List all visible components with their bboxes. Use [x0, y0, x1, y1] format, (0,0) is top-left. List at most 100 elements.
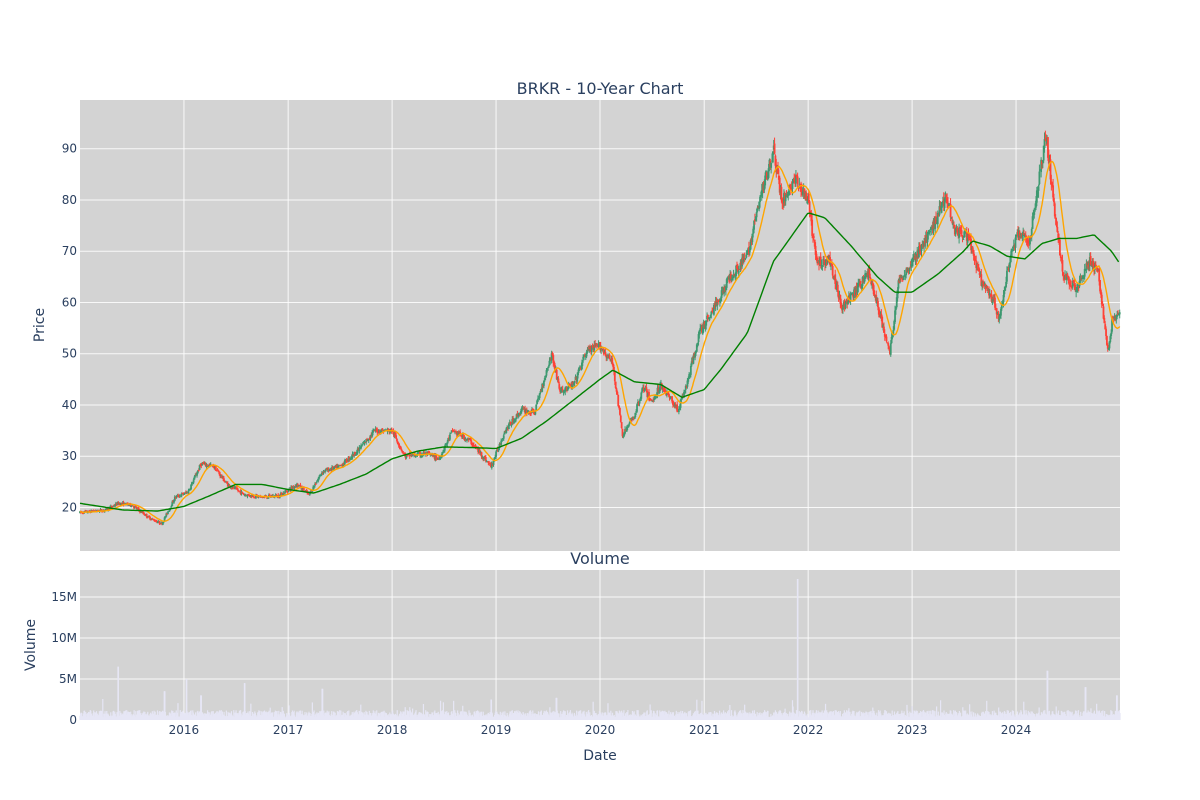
candle-body — [484, 457, 487, 462]
candle-body — [1008, 262, 1011, 268]
candle-body — [868, 268, 871, 276]
volume-bar — [813, 712, 815, 720]
candle-body — [704, 324, 707, 329]
candle-body — [695, 350, 697, 354]
candle-body — [1021, 235, 1024, 237]
candle-body — [724, 287, 727, 291]
candle-body — [163, 517, 166, 522]
volume-bar — [668, 710, 670, 720]
candle-body — [222, 476, 225, 481]
candle-body — [695, 344, 698, 352]
candle-body — [1014, 237, 1017, 248]
candle-body — [680, 398, 683, 400]
date-x-tick-labels: 2016 2017 2018 2019 2020 2021 2022 2023 2024 — [169, 723, 1032, 737]
candle-body — [183, 493, 186, 495]
candle-body — [980, 274, 983, 286]
volume-bar — [724, 712, 726, 720]
volume-bar — [271, 712, 274, 720]
candle-body — [694, 353, 697, 358]
candle-body — [796, 176, 799, 185]
candle-body — [373, 430, 376, 432]
candle-body — [320, 472, 323, 475]
candle-body — [189, 488, 192, 490]
candle-body — [1000, 303, 1003, 309]
candle-body — [611, 358, 614, 365]
candle-body — [996, 312, 999, 314]
candle-body — [622, 436, 625, 438]
candle-body — [837, 292, 840, 299]
candle-body — [657, 387, 660, 393]
volume-tick-label: 0 — [69, 713, 77, 727]
candle-body — [1061, 260, 1064, 272]
candle-body — [660, 382, 662, 385]
candle-body — [860, 284, 863, 288]
volume-bar — [991, 711, 994, 720]
candle-body — [819, 256, 822, 266]
candle-body — [664, 389, 667, 394]
volume-bar — [1071, 711, 1073, 720]
volume-bar — [532, 710, 534, 720]
candle-body — [836, 284, 839, 292]
volume-bar — [857, 711, 860, 720]
volume-bar — [585, 711, 587, 720]
candle-body — [844, 303, 847, 309]
candle-body — [938, 206, 941, 216]
volume-bar — [1119, 712, 1121, 720]
candle-body — [909, 266, 912, 268]
candle-body — [405, 455, 408, 458]
candle-body — [1036, 192, 1039, 194]
volume-bar — [446, 713, 448, 720]
candle-body — [613, 366, 615, 372]
candle-body — [840, 302, 843, 308]
volume-bar — [491, 713, 493, 720]
candle-body — [619, 407, 621, 415]
candle-body — [615, 388, 618, 392]
candle-body — [687, 378, 690, 382]
candle-body — [764, 175, 767, 186]
candle-body — [759, 196, 761, 203]
candle-body — [923, 241, 925, 247]
volume-bar — [656, 710, 659, 720]
volume-tick-label: 5M — [59, 672, 77, 686]
candle-body — [581, 359, 584, 367]
volume-bar — [489, 712, 491, 720]
volume-bars — [79, 579, 1121, 720]
volume-bar — [959, 712, 962, 720]
volume-bar — [408, 711, 410, 720]
volume-bar — [133, 710, 135, 720]
candle-body — [481, 457, 484, 459]
candle-body — [190, 484, 192, 490]
candle-body — [613, 371, 616, 382]
volume-bar — [321, 688, 324, 720]
volume-bar — [632, 712, 634, 720]
volume-bar — [1061, 711, 1063, 720]
candle-body — [896, 289, 899, 299]
candle-body — [986, 286, 989, 291]
candle-body — [962, 238, 965, 240]
candle-body — [971, 247, 974, 252]
volume-bar — [250, 703, 252, 720]
candle-body — [337, 465, 340, 467]
volume-bar — [767, 710, 769, 720]
candle-body — [542, 381, 545, 386]
candle-body — [726, 277, 729, 280]
candle-body — [816, 257, 819, 264]
candle-body — [356, 448, 359, 453]
candle-body — [571, 383, 573, 388]
volume-bar — [619, 711, 621, 720]
candle-body — [1024, 234, 1027, 237]
volume-subplot-title: Volume — [570, 549, 630, 568]
candle-body — [551, 352, 554, 356]
candle-body — [788, 188, 790, 196]
candle-body — [487, 461, 490, 463]
candle-body — [877, 307, 880, 315]
candle-body — [806, 201, 808, 203]
candle-body — [1092, 260, 1095, 267]
candle-body — [972, 250, 975, 256]
volume-bar — [480, 711, 483, 720]
candle-body — [708, 318, 711, 320]
date-tick-label: 2017 — [273, 723, 304, 737]
candle-body — [218, 472, 221, 475]
candle-body — [557, 378, 560, 384]
candle-body — [616, 391, 619, 395]
